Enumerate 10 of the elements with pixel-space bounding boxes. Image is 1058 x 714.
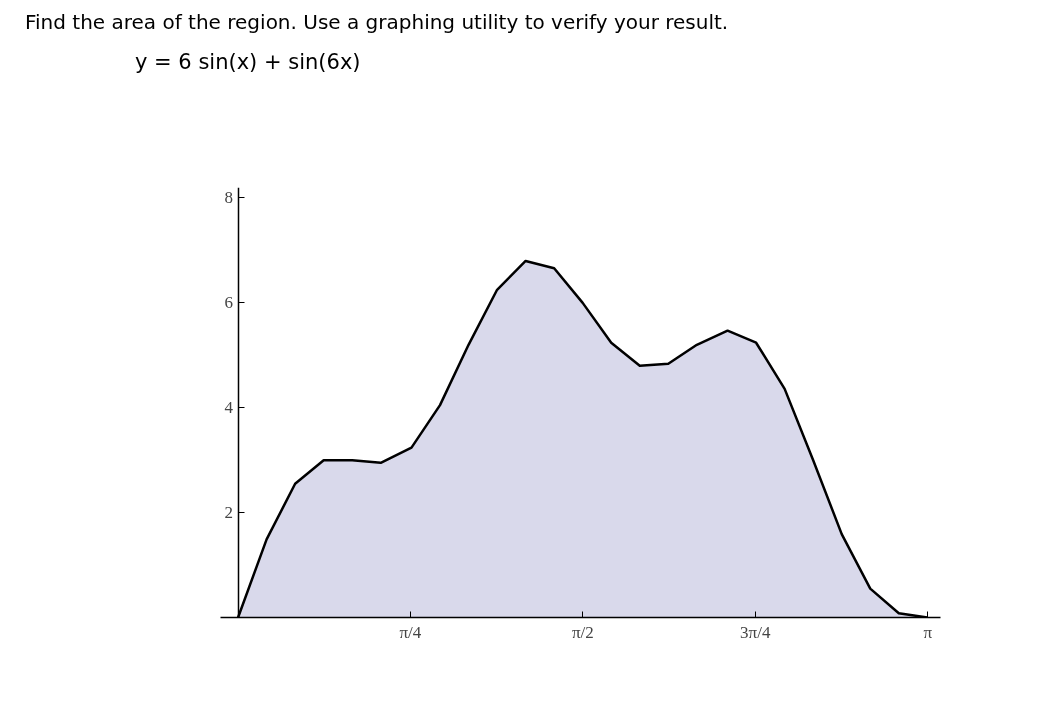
y-tick-label: 4: [224, 397, 234, 417]
x-tick-label: 3π/4: [740, 622, 771, 642]
y-tick-label: 2: [224, 502, 234, 522]
x-tick-label: π/2: [572, 622, 594, 642]
chart-title: Find the area of the region. Use a graphing utility to verify your result.: [25, 9, 729, 36]
x-tick-label: π/4: [399, 622, 422, 642]
y-tick-label: 8: [224, 188, 234, 208]
x-tick-label: π: [923, 622, 933, 642]
y-tick-label: 6: [224, 292, 234, 312]
chart-subtitle: y = 6 sin(x) + sin(6x): [135, 48, 361, 76]
